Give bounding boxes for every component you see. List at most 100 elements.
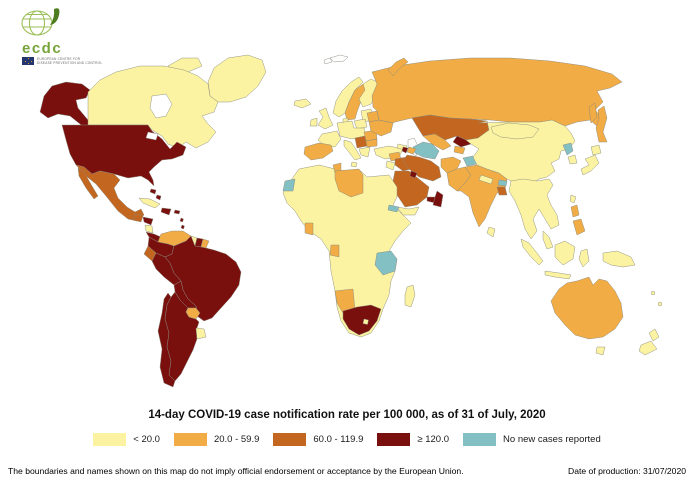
region-tanzania [374, 250, 398, 276]
region-bahamas [155, 194, 162, 201]
region-armenia [401, 146, 409, 154]
region-antilles [179, 217, 184, 223]
legend-label: No new cases reported [503, 434, 601, 445]
region-greece [358, 146, 371, 158]
region-paraguay [185, 307, 201, 320]
legend-item-60-119: 60.0 - 119.9 [273, 433, 363, 446]
region-jordan-israel [385, 160, 396, 171]
region-gabon [329, 244, 340, 258]
legend-swatch-60-119 [273, 433, 307, 446]
eu-flag-icon [22, 57, 34, 65]
region-iran [402, 154, 442, 182]
region-sakhalin [588, 102, 598, 124]
disclaimer-text: The boundaries and names shown on this m… [8, 466, 464, 476]
world-choropleth-map [39, 54, 663, 388]
region-russia [371, 57, 623, 127]
ecdc-logo-subtext: EUROPEAN CENTRE FOR DISEASE PREVENTION A… [37, 57, 103, 65]
region-poland [353, 118, 368, 130]
legend-label: ≥ 120.0 [417, 434, 450, 445]
region-pacific-island [650, 290, 656, 296]
region-sicily [350, 161, 358, 168]
region-puerto-rico [173, 209, 181, 215]
region-azerbaijan [406, 146, 417, 155]
region-iberia [303, 142, 334, 161]
region-philippines [572, 218, 586, 236]
region-uruguay [195, 327, 207, 340]
region-eritrea [387, 204, 400, 213]
legend-item-no-new-cases: No new cases reported [463, 433, 601, 446]
ecdc-logo: ecdc EUROPEAN CENTRE FOR DISEASE PREVENT… [16, 6, 126, 65]
region-indonesia [520, 238, 544, 266]
region-finland [358, 78, 380, 108]
region-madagascar [404, 284, 416, 308]
region-svalbard [323, 57, 333, 65]
region-baja [77, 167, 99, 200]
region-nepal [478, 174, 494, 185]
region-honduras [142, 216, 154, 226]
region-united-kingdom [317, 107, 334, 130]
legend-swatch-gte120 [377, 433, 411, 446]
region-greenland [207, 54, 267, 103]
region-lesotho [362, 318, 369, 325]
region-france [317, 130, 342, 148]
region-yemen [396, 206, 420, 216]
map-legend: < 20.0 20.0 - 59.9 60.0 - 119.9 ≥ 120.0 … [0, 433, 694, 446]
region-new-zealand [648, 328, 660, 342]
great-lakes [145, 131, 159, 141]
ecdc-globe-icon [21, 8, 60, 36]
region-kamchatka [595, 105, 608, 143]
legend-swatch-20-59 [173, 433, 207, 446]
region-sri-lanka [486, 226, 496, 238]
region-western-sahara [282, 178, 296, 192]
region-bulgaria [365, 138, 378, 148]
map-title: 14-day COVID-19 case notification rate p… [148, 409, 546, 421]
hudson-bay [149, 93, 173, 119]
region-mexico [75, 164, 145, 222]
region-indonesia [544, 270, 572, 280]
region-south-africa [342, 304, 382, 336]
ecdc-leaf-icon [50, 8, 60, 25]
region-svalbard [329, 54, 349, 63]
legend-item-gte120: ≥ 120.0 [377, 433, 449, 446]
region-ireland [309, 117, 318, 127]
region-antilles [180, 224, 185, 230]
region-north-korea [562, 142, 574, 156]
region-tasmania [595, 346, 606, 356]
region-mongolia [490, 122, 540, 140]
region-malaysia [542, 230, 554, 250]
region-pacific-island [657, 301, 663, 307]
region-nicaragua [144, 224, 154, 234]
region-new-zealand [638, 340, 658, 356]
region-guatemala [132, 213, 144, 223]
region-southeast-asia [508, 178, 560, 240]
region-bangladesh [496, 186, 508, 196]
region-hispaniola [160, 207, 172, 216]
region-norway [332, 76, 364, 118]
region-alaska [39, 81, 97, 134]
region-kuwait [409, 170, 418, 179]
region-australia [550, 276, 624, 340]
legend-swatch-no-new-cases [463, 433, 497, 446]
region-novaya-zemlya [387, 57, 409, 77]
region-cuba [138, 197, 161, 209]
region-iceland [293, 98, 312, 109]
production-date: Date of production: 31/07/2020 [567, 466, 686, 476]
region-turkmenistan [412, 141, 440, 160]
region-japan [590, 144, 602, 156]
legend-label: < 20.0 [133, 434, 160, 445]
map-footer: The boundaries and names shown on this m… [8, 466, 686, 476]
region-indonesia [578, 248, 590, 268]
region-bahamas [149, 188, 157, 195]
region-philippines [570, 204, 580, 218]
legend-item-20-59: 20.0 - 59.9 [173, 433, 259, 446]
region-libya [334, 168, 364, 198]
region-ghana [304, 222, 314, 236]
region-south-korea [567, 154, 578, 165]
legend-label: 60.0 - 119.9 [313, 434, 364, 445]
region-brazil [164, 235, 242, 322]
region-japan [580, 154, 600, 176]
ecdc-wordmark: ecdc [22, 40, 63, 57]
region-indonesia [554, 240, 576, 266]
region-kyrgyzstan [452, 135, 472, 148]
